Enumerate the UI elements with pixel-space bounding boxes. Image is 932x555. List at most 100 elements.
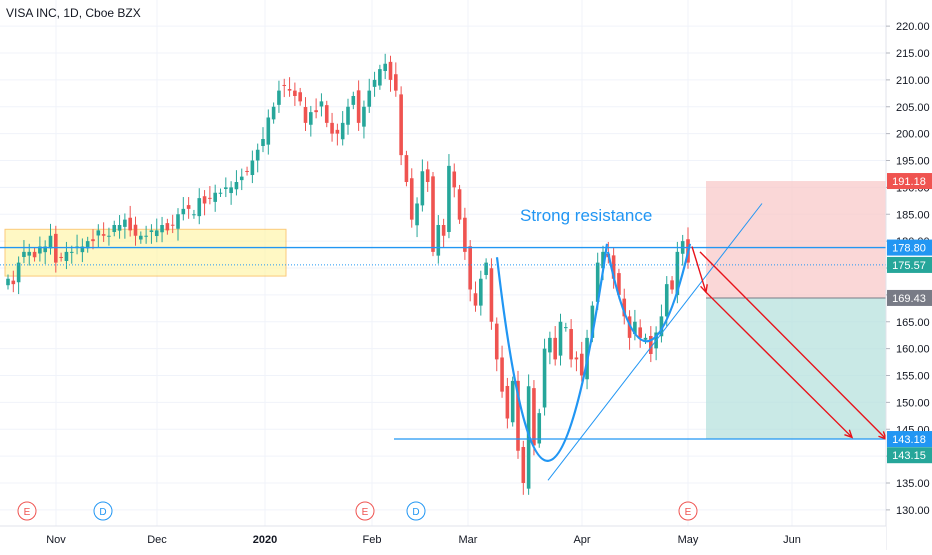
price-label: 175.57 — [892, 260, 926, 272]
time-tick-label: Mar — [459, 534, 478, 546]
time-tick-label: Nov — [46, 534, 66, 546]
candle — [133, 224, 138, 236]
candle — [271, 106, 276, 120]
candle — [144, 235, 148, 237]
event-marker-label: E — [24, 507, 31, 518]
price-tick-label: 150.00 — [896, 397, 930, 409]
time-tick-label: Feb — [363, 534, 382, 546]
annotation-label: Strong resistance — [520, 206, 652, 225]
handle-curve — [606, 243, 692, 343]
price-tick-label: 205.00 — [896, 102, 930, 114]
candle — [542, 348, 547, 408]
price-label-bg — [887, 447, 932, 464]
candle — [675, 251, 680, 296]
candle — [633, 321, 637, 335]
candle — [181, 208, 186, 215]
candle — [149, 230, 154, 232]
price-tick-label: 135.00 — [896, 478, 930, 490]
time-tick-label: May — [678, 534, 699, 546]
price-label-bg — [887, 256, 932, 273]
price-tick-label: 160.00 — [896, 344, 930, 356]
price-tick-label: 215.00 — [896, 48, 930, 60]
event-marker-label: E — [362, 507, 369, 518]
candle — [420, 171, 425, 206]
candle — [638, 327, 642, 338]
candle — [346, 106, 350, 125]
candle — [553, 337, 557, 360]
price-label: 178.80 — [892, 243, 926, 255]
candle — [245, 170, 249, 172]
candle — [590, 305, 595, 338]
candle — [64, 251, 69, 262]
candle — [27, 251, 32, 256]
candle — [643, 337, 648, 340]
arrow-target-head — [844, 429, 854, 439]
arrow-entry — [691, 246, 707, 293]
trend-line — [547, 203, 763, 481]
candle — [627, 316, 632, 338]
candle — [409, 178, 414, 220]
candle — [154, 230, 159, 237]
candle — [479, 278, 483, 306]
price-tick-label: 195.00 — [896, 156, 930, 168]
candle — [287, 89, 292, 91]
candle — [601, 251, 605, 269]
candle — [139, 235, 143, 240]
candle — [399, 94, 403, 156]
candle — [22, 251, 26, 257]
time-tick-label: 2020 — [253, 534, 277, 546]
candle — [579, 353, 584, 376]
candle — [11, 280, 16, 285]
candle — [117, 225, 122, 231]
candle — [388, 61, 393, 80]
candle — [261, 139, 265, 146]
candle — [6, 278, 10, 286]
event-marker — [93, 501, 113, 521]
candle — [186, 205, 191, 209]
candle — [91, 239, 95, 242]
candle — [69, 251, 74, 253]
candle — [356, 90, 361, 123]
candle — [197, 198, 202, 217]
candle — [303, 107, 308, 123]
candle — [558, 321, 563, 356]
candle — [85, 241, 90, 249]
event-marker-label: E — [685, 507, 692, 518]
candle — [595, 262, 600, 302]
candle — [277, 90, 281, 105]
candle — [436, 225, 441, 256]
candle — [319, 101, 324, 107]
price-label-bg — [887, 173, 932, 190]
time-axis: Nov Dec 2020 Feb Mar Apr May Jun — [0, 525, 886, 550]
candle — [569, 329, 573, 360]
candle — [564, 327, 568, 329]
candle — [213, 192, 217, 202]
price-tick-label: 155.00 — [896, 371, 930, 383]
candle — [32, 251, 37, 258]
candle — [516, 380, 520, 451]
candle — [234, 182, 239, 190]
candle — [351, 96, 356, 105]
candle — [229, 187, 233, 194]
price-tick-label: 185.00 — [896, 209, 930, 221]
candle — [112, 225, 117, 232]
price-tick-label: 220.00 — [896, 21, 930, 33]
candle — [96, 230, 101, 236]
candles — [6, 53, 690, 495]
candle — [123, 219, 127, 227]
price-tick-label: 130.00 — [896, 505, 930, 517]
candle — [192, 214, 196, 216]
candle — [54, 233, 58, 263]
candle — [208, 197, 212, 199]
candle — [670, 280, 674, 290]
candle — [463, 217, 467, 252]
candle — [59, 256, 63, 258]
candle — [378, 69, 382, 86]
candle — [500, 357, 504, 392]
price-label: 169.43 — [892, 293, 926, 305]
candle — [128, 217, 132, 231]
candle — [548, 337, 552, 353]
candle — [367, 90, 372, 107]
candle — [314, 110, 318, 113]
